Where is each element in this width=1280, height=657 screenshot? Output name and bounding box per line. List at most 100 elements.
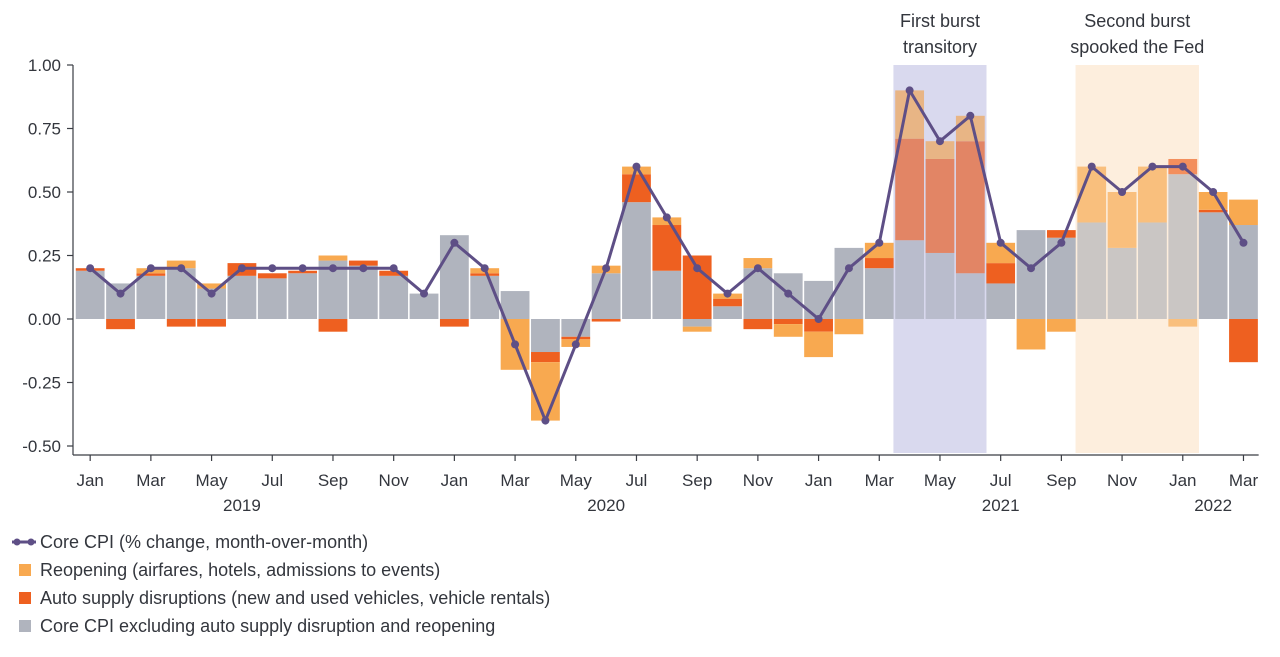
core-cpi-point	[177, 264, 186, 273]
bar-segment-auto	[1229, 319, 1258, 363]
legend-label: Core CPI (% change, month-over-month)	[40, 532, 368, 552]
y-tick-label: 0.50	[28, 183, 61, 202]
x-tick-label: Jan	[1169, 471, 1196, 490]
annotation-label: Second burst	[1084, 11, 1190, 31]
year-label: 2022	[1194, 496, 1232, 515]
annotation-label: spooked the Fed	[1070, 37, 1204, 57]
bar-segment-core-ex	[1107, 247, 1137, 319]
core-cpi-point	[541, 416, 550, 425]
x-tick-label: Jul	[261, 471, 283, 490]
core-cpi-point	[1178, 162, 1187, 171]
core-cpi-point	[480, 264, 489, 273]
core-cpi-point	[86, 264, 95, 273]
year-label: 2019	[223, 496, 261, 515]
bar-segment-core-ex	[1198, 212, 1228, 319]
x-tick-label: Jul	[990, 471, 1012, 490]
core-cpi-line	[86, 86, 1248, 425]
bar-segment-auto	[318, 319, 348, 332]
core-cpi-point	[1239, 238, 1248, 247]
core-cpi-point	[693, 264, 702, 273]
legend: Core CPI (% change, month-over-month) Reo…	[12, 532, 550, 636]
x-tick-label: Mar	[1229, 471, 1259, 490]
x-tick-label: Jan	[441, 471, 468, 490]
legend-label: Reopening (airfares, hotels, admissions …	[40, 560, 440, 580]
bar-segment-reopening	[682, 326, 712, 332]
core-cpi-point	[935, 137, 944, 146]
core-cpi-point	[1087, 162, 1096, 171]
bar-segment-auto	[439, 319, 469, 327]
bar-segment-auto	[925, 158, 955, 253]
core-cpi-point	[1148, 162, 1157, 171]
core-cpi-point	[875, 238, 884, 247]
bar-segment-reopening	[1107, 192, 1137, 248]
bar-segment-auto	[743, 319, 773, 330]
core-cpi-point	[966, 111, 975, 120]
core-cpi-point	[1209, 188, 1218, 196]
bar-segment-auto	[1198, 209, 1228, 213]
bar-segment-reopening	[773, 324, 803, 337]
bar-segment-core-ex	[136, 275, 166, 319]
bar-segment-auto	[895, 138, 925, 241]
core-cpi-point	[814, 315, 823, 323]
x-tick-label: Mar	[865, 471, 895, 490]
bar-segment-core-ex	[682, 319, 712, 327]
core-cpi-point	[753, 264, 762, 273]
y-tick-label: 0.00	[28, 310, 61, 329]
x-tick-label: May	[560, 471, 593, 490]
shaded-region-overlay-2	[1075, 65, 1199, 453]
annotation-label: First burst	[900, 11, 980, 31]
bar-segment-core-ex	[713, 306, 742, 319]
bar-segment-reopening	[804, 331, 833, 358]
bar-segment-core-ex	[925, 252, 955, 319]
bar-segment-core-ex	[1016, 230, 1046, 319]
core-cpi-point	[116, 289, 125, 298]
bar-segment-auto	[561, 336, 591, 340]
bar-segment-auto	[136, 273, 166, 276]
year-label: 2020	[587, 496, 625, 515]
core-cpi-point	[996, 238, 1005, 247]
x-tick-label: Jul	[626, 471, 648, 490]
core-cpi-point	[784, 289, 793, 298]
x-tick-label: Mar	[136, 471, 166, 490]
bar-segment-core-ex	[652, 270, 682, 319]
bar-segment-core-ex	[531, 319, 560, 353]
core-cpi-point	[602, 264, 611, 273]
bar-segment-auto	[197, 319, 226, 327]
core-cpi-point	[1027, 264, 1036, 273]
x-tick-label: Nov	[1107, 471, 1138, 490]
x-tick-label: Mar	[500, 471, 530, 490]
bar-segment-core-ex	[439, 235, 469, 319]
annotation-label: transitory	[903, 37, 977, 57]
y-tick-label: -0.50	[22, 437, 61, 456]
bar-segment-auto	[804, 319, 833, 332]
bar-segment-reopening	[743, 258, 773, 269]
bar-segment-reopening	[895, 90, 925, 139]
legend-swatch	[19, 592, 31, 604]
bar-segment-auto	[955, 141, 985, 274]
x-tick-label: Sep	[682, 471, 712, 490]
annotations: First burst transitory Second burst spooked…	[900, 11, 1204, 57]
core-cpi-point	[328, 264, 337, 273]
bar-segment-reopening	[834, 319, 864, 335]
core-cpi-point	[723, 289, 732, 298]
bar-segment-auto	[470, 273, 500, 276]
x-tick-label: May	[196, 471, 229, 490]
core-cpi-point	[511, 340, 520, 349]
bar-segment-auto	[713, 298, 742, 307]
bar-segment-reopening	[925, 141, 955, 159]
core-cpi-point	[237, 264, 246, 273]
bar-segment-auto	[773, 319, 803, 325]
y-tick-label: 1.00	[28, 56, 61, 75]
x-tick-label: Sep	[1046, 471, 1076, 490]
bar-segment-auto	[591, 319, 621, 322]
bar-segment-auto	[1046, 230, 1076, 238]
bar-segment-auto	[106, 319, 135, 330]
legend-label: Auto supply disruptions (new and used ve…	[40, 588, 550, 608]
legend-label: Core CPI excluding auto supply disruptio…	[40, 616, 495, 636]
bar-segment-auto	[864, 258, 894, 269]
stacked-bars	[75, 65, 1258, 453]
bar-segment-core-ex	[75, 270, 105, 319]
x-tick-label: Jan	[805, 471, 832, 490]
core-cpi-point	[662, 213, 671, 222]
